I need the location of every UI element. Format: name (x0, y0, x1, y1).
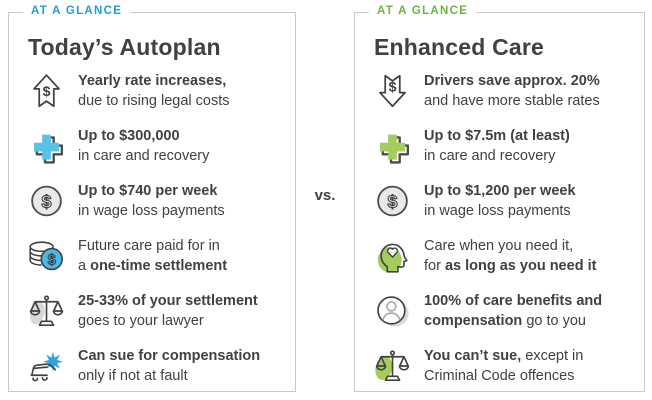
benefit-text-regular: in wage loss payments (78, 203, 225, 219)
benefit-text: Up to $740 per week in wage loss payments (78, 181, 225, 221)
benefit-row: $ Future care paid for in a one-time settl… (28, 235, 287, 277)
svg-text:$: $ (42, 192, 52, 212)
svg-text:$: $ (48, 253, 56, 269)
benefit-text-bold: 100% of care benefits and (424, 293, 603, 309)
benefit-row: Up to $300,000 in care and recovery (28, 125, 287, 167)
benefit-row: $ Drivers save approx. 20% and have more s… (374, 70, 636, 112)
benefit-text-bold: Up to $300,000 (78, 128, 180, 144)
benefit-row: Up to $7.5m (at least) in care and recove… (374, 125, 636, 167)
benefit-row: Can sue for compensation only if not at f… (28, 345, 287, 387)
benefit-list: $ Yearly rate increases, due to rising leg… (9, 70, 295, 387)
eyebrow-label: AT A GLANCE (369, 5, 477, 17)
benefit-text-regular: a (78, 258, 91, 274)
benefit-text: Future care paid for in a one-time settle… (78, 236, 227, 276)
medical-cross-green-icon (374, 127, 411, 165)
benefit-text-regular: in care and recovery (424, 148, 556, 164)
benefit-row: 25-33% of your settlement goes to your la… (28, 290, 287, 332)
benefit-text-bold: Drivers save approx. 20% (424, 73, 600, 89)
svg-text:$: $ (43, 83, 51, 99)
benefit-list: $ Drivers save approx. 20% and have more s… (355, 70, 644, 387)
benefit-text: Yearly rate increases, due to rising lega… (78, 71, 230, 111)
panel-title: Today’s Autoplan (28, 34, 221, 60)
vs-label: vs. (314, 187, 336, 204)
dollar-coin-gray-icon: $ (28, 182, 65, 220)
benefit-text: 100% of care benefits and compensation go… (424, 291, 602, 331)
benefit-text-bold: compensation (424, 313, 523, 329)
benefit-text-regular: go to you (522, 313, 586, 329)
benefit-text-regular: only if not at fault (78, 368, 188, 384)
benefit-text-regular: for (424, 258, 445, 274)
medical-cross-blue-icon (28, 127, 65, 165)
dollar-coin-gray-icon: $ (374, 182, 411, 220)
panel-title: Enhanced Care (374, 34, 545, 60)
benefit-row: $ Up to $1,200 per week in wage loss payme… (374, 180, 636, 222)
benefit-text-bold: Can sue for compensation (78, 348, 261, 364)
benefit-row: $ Up to $740 per week in wage loss payment… (28, 180, 287, 222)
benefit-text: Up to $7.5m (at least) in care and recove… (424, 126, 570, 166)
benefit-text-bold: one-time settlement (90, 258, 228, 274)
benefit-text-regular: in wage loss payments (424, 203, 571, 219)
benefit-text: You can’t sue, except in Criminal Code of… (424, 346, 583, 386)
svg-text:$: $ (388, 192, 398, 212)
benefit-text: Up to $1,200 per week in wage loss paymen… (424, 181, 576, 221)
person-circle-gray-icon (374, 292, 411, 330)
benefit-text-bold: Up to $7.5m (at least) (424, 128, 570, 144)
arrow-down-dollar-icon: $ (374, 72, 411, 110)
svg-text:$: $ (389, 79, 397, 95)
benefit-text-bold: You can’t sue, (424, 348, 522, 364)
car-crash-blue-icon (28, 347, 65, 385)
benefit-text: Up to $300,000 in care and recovery (78, 126, 209, 166)
benefit-row: Care when you need it, for as long as you… (374, 235, 636, 277)
benefit-text-regular: except in (521, 348, 584, 364)
benefit-row: You can’t sue, except in Criminal Code of… (374, 345, 636, 387)
benefit-text-regular: Criminal Code offences (424, 368, 575, 384)
benefit-row: 100% of care benefits and compensation go… (374, 290, 636, 332)
arrow-up-dollar-icon: $ (28, 72, 65, 110)
benefit-text: Care when you need it, for as long as you… (424, 236, 596, 276)
coin-stack-dollar-blue-icon: $ (28, 237, 65, 275)
benefit-text-regular: goes to your lawyer (78, 313, 204, 329)
benefit-text-bold: Up to $740 per week (78, 183, 218, 199)
benefit-text-bold: as long as you need it (444, 258, 597, 274)
panel-enhanced-care: AT A GLANCE Enhanced Care $ Drivers save … (354, 5, 645, 392)
benefit-text-regular: Future care paid for in (78, 238, 220, 254)
benefit-text-bold: Yearly rate increases, (78, 73, 227, 89)
benefit-text-regular: and have more stable rates (424, 93, 600, 109)
head-heart-green-icon (374, 237, 411, 275)
benefit-text: Drivers save approx. 20% and have more st… (424, 71, 600, 111)
eyebrow-label: AT A GLANCE (23, 5, 131, 17)
benefit-text-regular: in care and recovery (78, 148, 210, 164)
benefit-text: Can sue for compensation only if not at f… (78, 346, 260, 386)
panel-todays-autoplan: AT A GLANCE Today’s Autoplan $ Yearly rat… (8, 5, 296, 392)
benefit-text-regular: Care when you need it, (424, 238, 574, 254)
benefit-text-regular: due to rising legal costs (78, 93, 230, 109)
benefit-text: 25-33% of your settlement goes to your la… (78, 291, 258, 331)
scales-gray-icon (28, 292, 65, 330)
benefit-text-bold: Up to $1,200 per week (424, 183, 576, 199)
scales-green-icon (374, 347, 411, 385)
benefit-row: $ Yearly rate increases, due to rising leg… (28, 70, 287, 112)
benefit-text-bold: 25-33% of your settlement (78, 293, 258, 309)
